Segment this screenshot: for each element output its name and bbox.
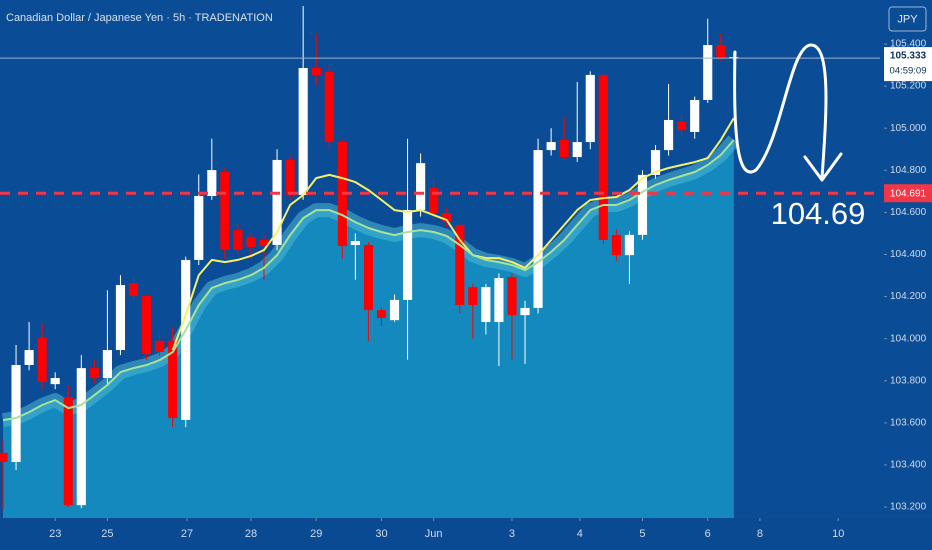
x-tick-label: Jun: [425, 528, 443, 540]
axes: 103.200 103.400 103.600 103.800 104.000 104.2…: [49, 39, 932, 540]
price-label: 105.333: [890, 51, 927, 62]
level-label-box: [884, 184, 932, 203]
candle-body: [220, 171, 230, 251]
candle-body: [637, 174, 648, 235]
candle-body: [311, 67, 321, 75]
candle-body: [677, 121, 687, 131]
candle-body: [389, 299, 400, 321]
x-tick-label: 29: [310, 528, 322, 540]
candle-body: [559, 139, 569, 158]
y-tick-label: 105.200: [890, 81, 927, 92]
candle-body: [598, 74, 608, 240]
candle-body: [102, 350, 112, 379]
candle-body: [611, 234, 621, 256]
x-tick-label: 3: [509, 528, 515, 540]
y-tick-label: 103.200: [890, 502, 927, 513]
candle-body: [572, 142, 582, 158]
time-axis: [0, 518, 932, 550]
x-tick-label: 8: [757, 528, 763, 540]
x-tick-label: 4: [577, 528, 583, 540]
y-tick-label: 103.400: [890, 460, 927, 471]
currency-box[interactable]: [888, 6, 927, 32]
chart-title: Canadian Dollar / Japanese Yen · 5h · TR…: [6, 12, 273, 24]
candle-body: [703, 45, 713, 100]
candle-body: [128, 283, 139, 297]
candle-body: [664, 119, 674, 151]
candle-body: [115, 284, 126, 351]
candle-body: [690, 99, 700, 132]
candle-body: [650, 150, 661, 175]
x-tick-label: 23: [49, 528, 61, 540]
candle-body: [429, 187, 439, 214]
candle-body: [546, 142, 556, 151]
y-tick-label: 103.600: [890, 418, 927, 429]
candle-body: [716, 45, 726, 59]
candle-body: [285, 159, 295, 195]
candle-body: [37, 338, 47, 383]
currency[interactable]: JPY: [897, 13, 918, 25]
x-tick-label: 27: [181, 528, 193, 540]
candle-body: [141, 296, 152, 355]
candle-body: [246, 237, 256, 247]
candle-body: [233, 230, 243, 251]
forecast-arrow: [733, 43, 843, 182]
x-tick-label: 28: [245, 528, 257, 540]
candle-body: [520, 307, 530, 316]
candle-body: [194, 195, 204, 260]
level-label: 104.691: [890, 188, 927, 199]
price-label-box: [884, 47, 932, 82]
y-tick-label: 104.000: [890, 333, 927, 344]
annotation: 104.69: [771, 196, 866, 231]
moving-average: [171, 117, 735, 351]
candle-body: [468, 287, 478, 305]
x-tick-label: 25: [101, 528, 113, 540]
y-tick-label: 103.800: [890, 375, 927, 386]
candle-body: [455, 225, 465, 305]
candle-body: [181, 259, 191, 420]
candle-body: [89, 368, 99, 379]
candle-body: [298, 67, 308, 195]
candle-body: [272, 159, 282, 246]
candle-body: [0, 452, 8, 463]
candle-body: [585, 74, 595, 143]
candle-body: [76, 368, 86, 506]
y-tick-label: 104.200: [890, 291, 927, 302]
candle-body: [416, 163, 426, 211]
candle-body: [168, 340, 178, 419]
candle-body: [155, 340, 165, 352]
plot-area: [0, 6, 880, 518]
price-axis: [884, 0, 932, 518]
x-tick-label: 30: [375, 528, 387, 540]
y-tick-label: 105.000: [890, 123, 927, 134]
x-tick-label: 10: [832, 528, 844, 540]
y-tick-label: 104.600: [890, 207, 927, 218]
candle-body: [24, 350, 34, 365]
candle-body: [481, 287, 491, 323]
candle-body: [207, 170, 217, 196]
candle-body: [350, 241, 360, 246]
y-tick-label: 105.400: [890, 39, 927, 50]
y-tick-label: 104.800: [890, 165, 927, 176]
moving-average: [2, 139, 735, 422]
x-tick-label: 6: [705, 528, 711, 540]
x-tick-label: 5: [639, 528, 645, 540]
candle-body: [533, 150, 543, 308]
candle-body: [376, 310, 387, 319]
candle-body: [507, 276, 517, 316]
candle-body: [63, 396, 73, 506]
candle-body: [50, 378, 60, 385]
candle-body: [11, 364, 21, 463]
candle-body: [442, 213, 452, 223]
candle-body: [403, 210, 413, 300]
candle-body: [363, 245, 373, 311]
candle-body: [494, 278, 504, 323]
candle-body: [259, 239, 269, 247]
candle-body: [624, 234, 634, 256]
countdown: 04:59:09: [890, 66, 927, 77]
y-tick-label: 104.400: [890, 249, 927, 260]
candle-body: [324, 71, 334, 143]
